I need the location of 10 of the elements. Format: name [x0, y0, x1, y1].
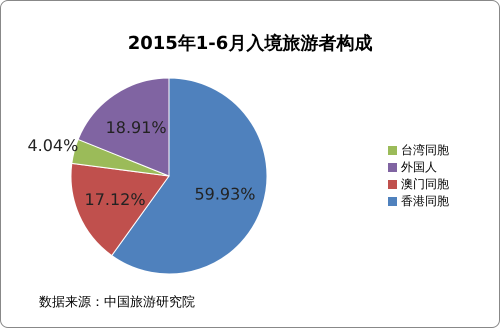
- legend-label: 台湾同胞: [401, 143, 449, 157]
- data-label: 18.91%: [106, 118, 167, 137]
- source-note: 数据来源：中国旅游研究院: [39, 294, 195, 311]
- data-label: 17.12%: [84, 190, 146, 209]
- legend-label: 外国人: [401, 160, 437, 174]
- data-label: 4.04%: [27, 136, 78, 156]
- data-label: 59.93%: [194, 184, 256, 204]
- chart-title: 2015年1-6月入境旅游者构成: [126, 32, 374, 55]
- legend-label: 香港同胞: [401, 194, 449, 208]
- legend-label: 澳门同胞: [401, 177, 449, 191]
